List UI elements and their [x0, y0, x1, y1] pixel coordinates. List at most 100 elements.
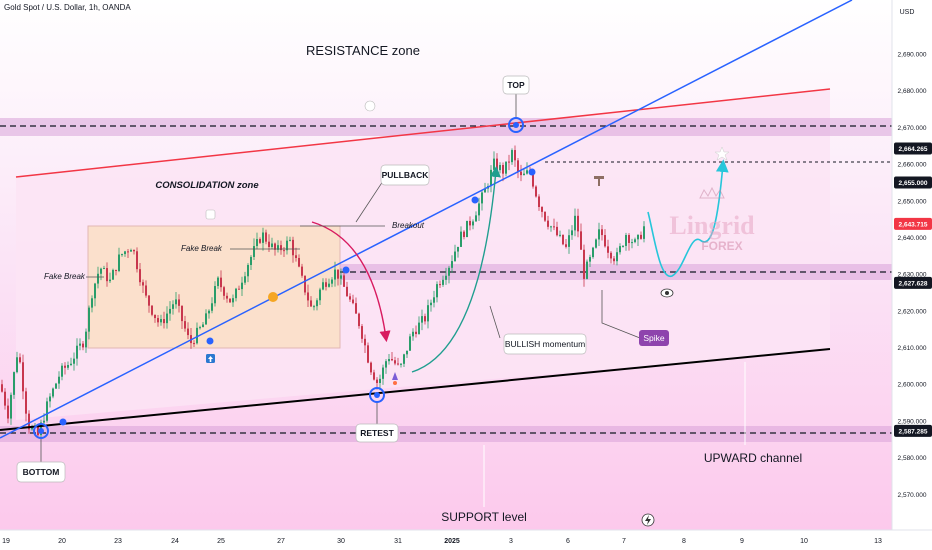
- candle-body: [244, 276, 246, 283]
- candle-body: [223, 287, 225, 296]
- touch-dot-2: [206, 337, 214, 345]
- pullback-label: PULLBACK: [382, 170, 430, 180]
- candle-body: [346, 286, 348, 297]
- x-tick-label: 10: [800, 538, 808, 545]
- retest-marker: [369, 387, 385, 403]
- hourglass-icon: [364, 100, 376, 112]
- x-tick-label: 25: [217, 538, 225, 545]
- candle-body: [331, 279, 333, 284]
- x-tick-label: 7: [622, 538, 626, 545]
- candle-body: [583, 249, 585, 279]
- candle-body: [565, 244, 567, 247]
- bullish-arrow: [411, 165, 501, 373]
- candle-body: [181, 305, 183, 322]
- candle-body: [316, 300, 318, 307]
- candle-body: [37, 426, 39, 436]
- touch-dot-4: [471, 196, 479, 204]
- candle-body: [79, 343, 81, 346]
- candle-body: [241, 282, 243, 290]
- candle-body: [130, 250, 132, 252]
- candle-body: [256, 239, 258, 247]
- candle-body: [61, 365, 63, 377]
- touch-dot-3: [342, 266, 350, 274]
- candle-body: [508, 161, 510, 163]
- candle-body: [493, 158, 495, 170]
- candle-body: [415, 331, 417, 335]
- candle-body: [430, 302, 432, 306]
- candle-body: [340, 275, 342, 279]
- candle-body: [82, 343, 84, 348]
- candle-body: [64, 365, 66, 368]
- candle-body: [358, 313, 360, 327]
- candle-body: [88, 307, 90, 332]
- candle-body: [187, 328, 189, 336]
- candle-body: [613, 258, 615, 262]
- candle-body: [382, 367, 384, 379]
- candle-body: [58, 376, 60, 384]
- bottom-label: BOTTOM: [23, 467, 60, 477]
- top-marker: [508, 117, 524, 133]
- candle-body: [607, 246, 609, 253]
- candle-body: [562, 234, 564, 245]
- candle-body: [148, 295, 150, 306]
- candle-body: [631, 242, 633, 244]
- candle-body: [169, 308, 171, 314]
- candle-body: [220, 277, 222, 288]
- candle-body: [172, 304, 174, 309]
- candle-body: [643, 226, 645, 239]
- candle-body: [73, 358, 75, 364]
- price-label-box: [894, 142, 932, 155]
- y-tick-label: 2,670.000: [898, 125, 927, 132]
- candle-body: [550, 226, 552, 228]
- candle-body: [268, 241, 270, 247]
- candle-body: [361, 326, 363, 339]
- candle-body: [193, 343, 195, 345]
- price-label-text: 2,664.265: [899, 146, 928, 153]
- time-axis[interactable]: [0, 530, 932, 550]
- y-ticks: 2,570.000 2,580.000 2,590.000 2,600.000 2,61…: [898, 52, 927, 499]
- candle-body: [109, 279, 111, 282]
- candle-body: [196, 327, 198, 344]
- candle-body: [178, 299, 180, 306]
- y-tick-label: 2,640.000: [898, 235, 927, 242]
- candle-body: [442, 279, 444, 285]
- candle-body: [400, 363, 402, 365]
- candle-body: [622, 245, 624, 247]
- candle-body: [394, 360, 396, 364]
- candle-body: [175, 299, 177, 305]
- bullish-label: BULLISH momentum: [505, 339, 585, 349]
- candle-body: [277, 245, 279, 250]
- x-ticks: 19 20 23 24 25 27 30 31 2025 3 6 7 8 9 10 13: [2, 538, 882, 545]
- candle-body: [298, 257, 300, 267]
- candle-body: [388, 358, 390, 362]
- breakout-label: Breakout: [392, 221, 425, 230]
- price-axis[interactable]: [892, 0, 932, 530]
- candle-body: [505, 161, 507, 174]
- y-tick-label: 2,650.000: [898, 198, 927, 205]
- candle-body: [238, 288, 240, 290]
- candle-body: [76, 345, 78, 359]
- candle-body: [322, 282, 324, 290]
- retest-label: RETEST: [360, 428, 394, 438]
- bottom-box: BOTTOM: [16, 461, 66, 483]
- candle-body: [31, 426, 33, 430]
- candle-body: [625, 235, 627, 246]
- candle-body: [433, 297, 435, 303]
- candle-body: [466, 220, 468, 238]
- pullback-arrow: [311, 221, 391, 343]
- candle-body: [553, 226, 555, 228]
- bullish-box: BULLISH momentum: [503, 333, 587, 355]
- projection-path: [647, 159, 729, 277]
- candle-body: [118, 254, 120, 272]
- x-tick-label: 13: [874, 538, 882, 545]
- candle-body: [523, 173, 525, 176]
- candle-body: [463, 231, 465, 238]
- candle-body: [490, 169, 492, 187]
- candle-body: [91, 298, 93, 308]
- candle-body: [307, 292, 309, 301]
- candle-body: [469, 220, 471, 226]
- candle-body: [604, 235, 606, 247]
- candle-body: [502, 165, 504, 174]
- candle-body: [448, 267, 450, 276]
